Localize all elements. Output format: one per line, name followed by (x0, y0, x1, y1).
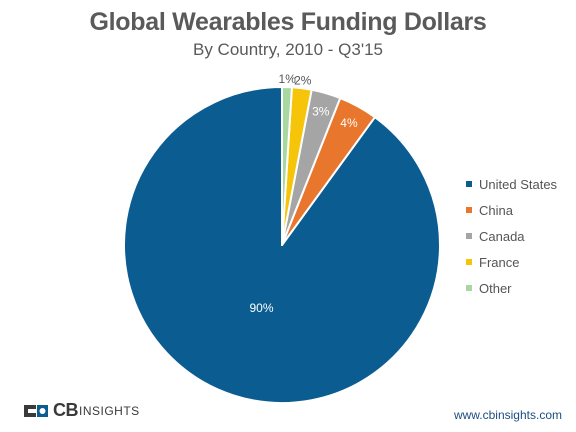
pie-slice-other (281, 86, 293, 246)
legend-item-china: China (466, 197, 557, 223)
legend-swatch (466, 233, 472, 239)
legend-label: Other (479, 280, 512, 296)
legend-swatch (466, 207, 472, 213)
legend-item-france: France (466, 249, 557, 275)
legend-label: China (479, 202, 513, 218)
chart-subtitle: By Country, 2010 - Q3'15 (192, 40, 384, 59)
logo-cb-text: CB (53, 400, 79, 420)
legend-swatch (466, 259, 472, 265)
footer-url[interactable]: www.cbinsights.com (453, 408, 562, 422)
cb-insights-logo-icon (24, 404, 48, 417)
chart-legend: United States China Canada France Other (466, 171, 557, 301)
legend-item-other: Other (466, 275, 557, 301)
pie-label-china: 4% (340, 116, 358, 130)
legend-label: France (479, 254, 520, 270)
pie-label-other: 1% (279, 72, 297, 86)
cb-insights-logo: CB INSIGHTS (22, 400, 140, 421)
pie-label-france: 2% (294, 73, 312, 87)
pie-label-canada: 3% (312, 104, 330, 118)
legend-item-canada: Canada (466, 223, 557, 249)
legend-item-united-states: United States (466, 171, 557, 197)
legend-swatch (466, 285, 472, 291)
legend-label: Canada (479, 228, 525, 244)
chart-title: Global Wearables Funding Dollars (89, 8, 487, 36)
legend-label: United States (479, 176, 558, 192)
legend-swatch (466, 181, 472, 187)
logo-insights-text: INSIGHTS (79, 403, 140, 418)
pie-label-united-states: 90% (249, 301, 273, 315)
